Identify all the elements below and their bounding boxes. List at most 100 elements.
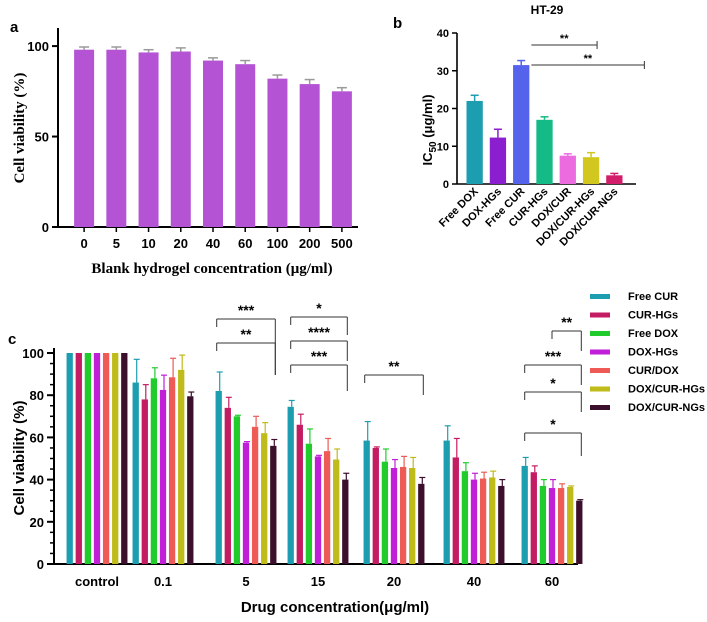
panel-a-bar	[106, 49, 127, 227]
panel-a-y-tick-label: 50	[35, 130, 49, 145]
panel-a-x-axis-label: Blank hydrogel concentration (μg/ml)	[91, 261, 332, 277]
panel-c-bar	[251, 426, 259, 564]
panel-c-bar	[390, 467, 398, 564]
panel-c-legend-swatch	[590, 331, 610, 336]
panel-a-x-tick-label: 0	[80, 236, 87, 251]
panel-c-bar	[270, 445, 277, 564]
panel-c-legend-swatch	[590, 405, 610, 410]
panel-a-x-tick-label: 10	[141, 236, 155, 251]
panel-c-bar	[150, 378, 158, 564]
panel-b-bar	[606, 175, 623, 184]
panel-b-bar	[466, 100, 483, 184]
panel-b-bar	[536, 119, 553, 184]
panel-c-bar	[102, 353, 110, 564]
panel-c-bar	[443, 440, 450, 564]
panel-c-bar	[342, 479, 349, 564]
panel-c-bar	[287, 406, 294, 564]
panel-a-y-axis-label: Cell viability (%)	[12, 73, 28, 184]
panel-c-bar	[187, 396, 194, 564]
panel-c-bar	[530, 472, 537, 564]
panel-a-bar	[299, 84, 320, 227]
panel-label-b: b	[393, 15, 402, 32]
panel-c-bar	[521, 465, 528, 564]
panel-c-legend: Free CUR CUR-HGs Free DOX DOX-HGs CUR/DOX DOX…	[590, 291, 705, 414]
panel-c-y-tick-label: 80	[30, 388, 44, 403]
panel-b-title: HT-29	[531, 3, 564, 17]
panel-label-c: c	[8, 331, 16, 348]
panel-c-x-axis-label: Drug concentration(μg/ml)	[241, 599, 429, 616]
panel-c-y-tick-label: 100	[22, 346, 44, 361]
panel-c-sig-label: ***	[238, 302, 255, 318]
panel-c-bar	[489, 477, 496, 564]
panel-b-y-tick-label: 20	[437, 104, 449, 116]
panel-a-bar	[331, 91, 352, 228]
panel-c-bar	[479, 478, 487, 564]
panel-c-bar	[576, 500, 583, 564]
panel-c-legend-label: Free DOX	[628, 328, 679, 340]
panel-c-legend-label: DOX/CUR-HGs	[628, 384, 705, 396]
panel-c-legend-swatch	[590, 368, 610, 373]
panel-a-x-tick-label: 100	[267, 236, 289, 251]
panel-a-x-tick-label: 20	[174, 236, 188, 251]
panel-c-y-tick-label: 60	[30, 430, 44, 445]
panel-c-x-tick-label: 20	[387, 574, 401, 589]
panel-b-bar	[559, 155, 576, 184]
panel-c-bar	[242, 442, 250, 564]
panel-c-sig-label: **	[561, 314, 572, 330]
panel-c-bar	[399, 466, 407, 564]
panel-c-sig-label: ****	[308, 324, 330, 340]
panel-c-bar	[261, 433, 268, 564]
panel-a-bar	[235, 64, 256, 227]
panel-a-bar	[138, 52, 159, 227]
panel-c-x-tick-label: 60	[545, 574, 559, 589]
panel-c-legend-swatch	[590, 349, 610, 355]
panel-c-bar	[159, 389, 167, 564]
panel-c-bar	[75, 353, 82, 564]
panel-c-sig-label: **	[389, 358, 400, 374]
panel-c-legend-label: DOX/CUR-NGs	[628, 402, 705, 414]
panel-c-bar	[470, 479, 478, 564]
panel-a-bar	[203, 60, 223, 228]
panel-a-bar	[74, 49, 95, 227]
panel-c-bar	[132, 382, 139, 564]
panel-c-bar	[168, 377, 176, 564]
panel-a-x-tick-label: 60	[238, 236, 252, 251]
panel-label-a: a	[10, 19, 19, 36]
panel-c-bar	[372, 447, 379, 564]
panel-c-x-tick-label: control	[75, 574, 119, 589]
panel-c-y-tick-label: 20	[30, 515, 44, 530]
panel-c-x-tick-label: 40	[467, 574, 481, 589]
panel-c-bar	[224, 407, 231, 564]
panel-c-chart: Cell viability (%) Drug concentration(μg…	[11, 300, 584, 616]
panel-c-bar	[178, 369, 185, 564]
panel-c-bar	[323, 451, 331, 564]
panel-a-chart: Cell viability (%) Blank hydrogel concen…	[12, 28, 358, 277]
panel-c-bar	[93, 353, 101, 564]
panel-c-x-tick-label: 5	[242, 574, 249, 589]
panel-a-x-tick-label: 5	[113, 236, 120, 251]
panel-a-y-tick-label: 0	[42, 220, 49, 235]
panel-c-legend-label: CUR/DOX	[628, 365, 679, 377]
panel-c-legend-label: CUR-HGs	[628, 310, 678, 322]
panel-c-x-tick-label: 0.1	[154, 574, 172, 589]
panel-c-bar	[452, 457, 459, 564]
panel-b-ylabel-sub: 50	[428, 141, 439, 153]
panel-b-ylabel-main: IC	[420, 152, 435, 166]
panel-c-legend-label: DOX-HGs	[628, 347, 678, 359]
panel-c-bar	[461, 471, 469, 564]
panel-c-bar	[333, 459, 340, 564]
panel-c-bar	[548, 488, 556, 564]
panel-c-bar	[498, 485, 505, 564]
panel-a-bar	[267, 78, 288, 228]
panel-c-bar	[305, 443, 313, 564]
panel-b-y-tick-label: 0	[443, 179, 449, 191]
panel-c-bar	[296, 424, 303, 564]
panel-c-sig-label: **	[241, 326, 252, 342]
panel-c-bar	[381, 461, 389, 564]
panel-b-sig-label: **	[584, 53, 593, 65]
panel-b-bar	[513, 65, 530, 184]
panel-c-bar	[84, 353, 92, 564]
panel-b-ylabel-rest: (μg/ml)	[420, 94, 435, 141]
panel-c-legend-swatch	[590, 312, 610, 318]
